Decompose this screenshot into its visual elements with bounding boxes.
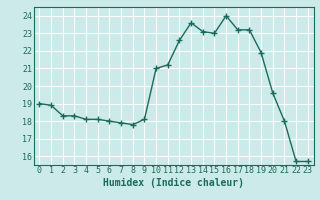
X-axis label: Humidex (Indice chaleur): Humidex (Indice chaleur) (103, 178, 244, 188)
